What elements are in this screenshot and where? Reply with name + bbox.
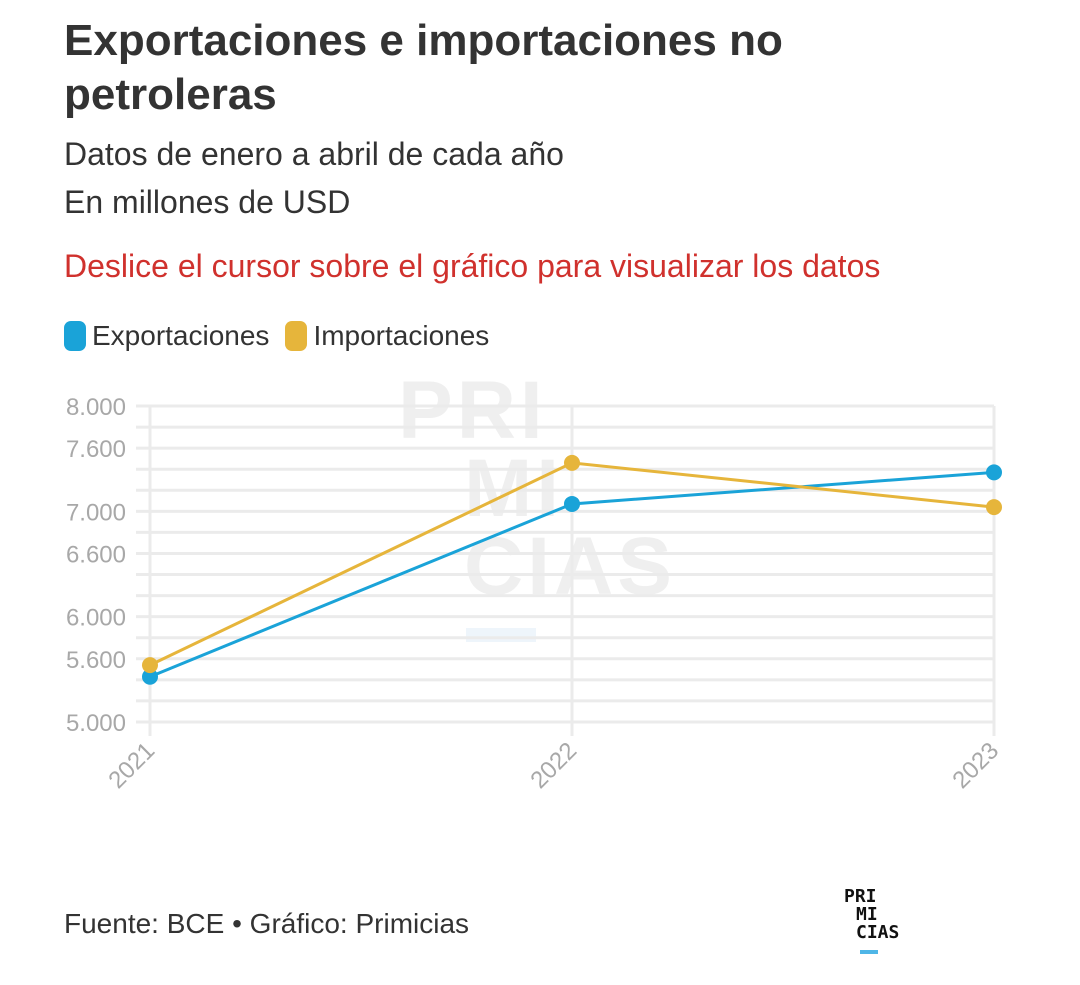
y-tick-label: 6.000 [66, 605, 126, 632]
data-point-importaciones[interactable] [142, 657, 158, 674]
source-text: Fuente: BCE • Gráfico: Primicias [64, 908, 470, 939]
data-point-exportaciones[interactable] [986, 464, 1002, 481]
chart-subtitle: Datos de enero a abril de cada año En mi… [64, 130, 564, 226]
y-tick-label: 5.000 [66, 710, 126, 737]
subtitle-line-1: Datos de enero a abril de cada año [64, 136, 564, 172]
primicias-logo: PRI MI CIAS [844, 888, 899, 942]
y-tick-label: 7.600 [66, 436, 126, 463]
legend-label: Exportaciones [92, 320, 270, 351]
y-tick-label: 8.000 [66, 394, 126, 421]
data-point-exportaciones[interactable] [564, 495, 580, 512]
data-point-importaciones[interactable] [986, 499, 1002, 516]
y-tick-label: 6.600 [66, 541, 126, 568]
y-tick-label: 7.000 [66, 499, 126, 526]
watermark-line: PRI [398, 365, 547, 456]
y-tick-label: 5.600 [66, 647, 126, 674]
logo-line: PRI [844, 886, 877, 907]
logo-bar [860, 950, 878, 954]
legend-swatch-importaciones [285, 321, 308, 351]
legend-item-importaciones[interactable]: Importaciones [285, 320, 489, 352]
subtitle-line-2: En millones de USD [64, 184, 351, 220]
logo-line: CIAS [856, 922, 900, 943]
x-tick-label: 2021 [103, 737, 160, 794]
legend: Exportaciones Importaciones [64, 320, 505, 352]
legend-item-exportaciones[interactable]: Exportaciones [64, 320, 269, 352]
data-point-importaciones[interactable] [564, 454, 580, 471]
instruction-text: Deslice el cursor sobre el gráfico para … [64, 248, 881, 284]
x-tick-label: 2023 [947, 737, 1004, 794]
data-point-exportaciones[interactable] [142, 668, 158, 685]
watermark-line: CIAS [464, 521, 676, 612]
chart-title: Exportaciones e importaciones no petrole… [64, 16, 783, 119]
x-tick-label: 2022 [525, 737, 582, 794]
legend-label: Importaciones [313, 320, 490, 351]
legend-swatch-exportaciones [64, 321, 86, 351]
logo-line: MI [856, 904, 878, 925]
